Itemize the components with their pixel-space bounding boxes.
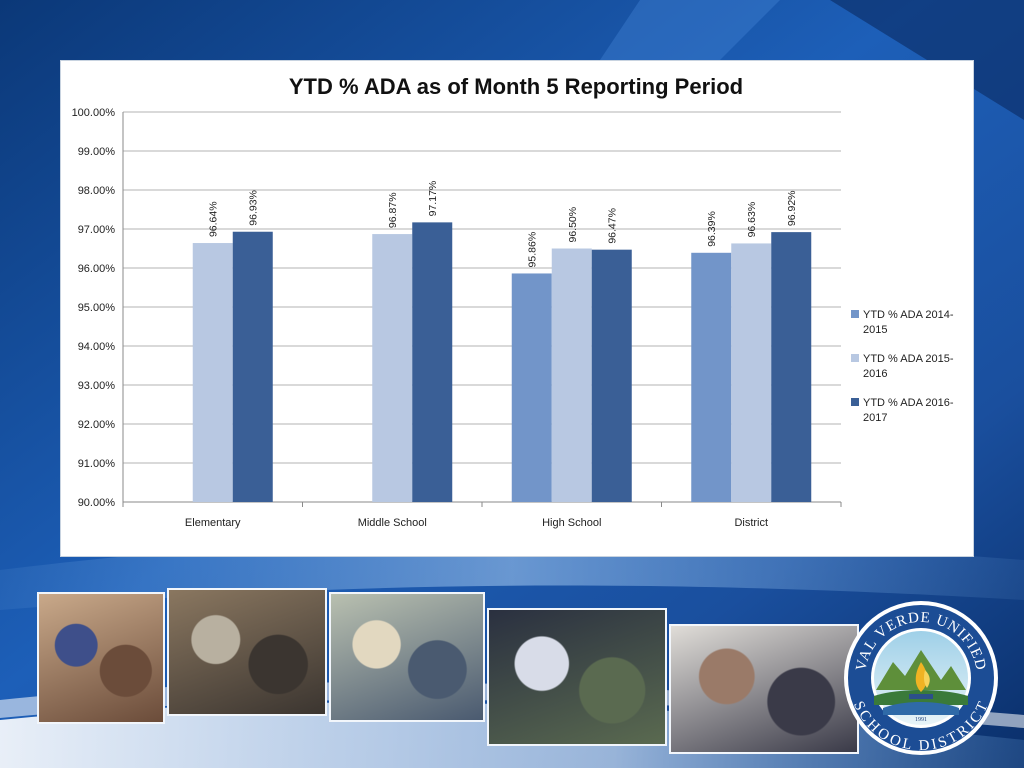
data-label: 96.87% [387,192,399,228]
y-tick-label: 90.00% [78,497,116,509]
data-label: 96.93% [248,190,260,226]
chart-bars [192,222,812,503]
y-tick-label: 100.00% [72,107,116,119]
district-seal-logo: 1991 VAL VERDE UNIFIED SCHOOL DISTRICT [844,601,998,755]
x-axis: Elementary Middle School High School Distri… [122,502,842,529]
legend-label: YTD % ADA 2014-2015 [863,309,954,336]
data-label: 96.50% [567,207,579,243]
y-tick-label: 96.00% [78,263,116,275]
y-tick-label: 91.00% [78,458,116,470]
x-category-label: Elementary [185,517,241,529]
y-tick-label: 97.00% [78,224,116,236]
bar [731,243,772,502]
legend-swatch [851,354,859,362]
photo-computer-lab [167,588,327,716]
y-tick-label: 93.00% [78,380,116,392]
data-label: 95.86% [527,232,539,268]
y-axis-tick-labels: 90.00% 91.00% 92.00% 93.00% 94.00% 95.00% 96.0… [72,107,116,509]
photo-science-class [329,592,485,722]
bar [412,222,453,502]
y-tick-label: 99.00% [78,146,116,158]
bar [192,243,233,503]
bar [591,249,632,502]
y-tick-label: 94.00% [78,341,116,353]
data-label: 96.63% [746,202,758,238]
bar [511,273,552,502]
legend-label: YTD % ADA 2015-2016 [863,353,954,380]
legend-swatch [851,310,859,318]
legend-swatch [851,398,859,406]
photo-strip [0,580,1024,768]
photo-teacher-student [669,624,859,754]
ada-bar-chart: 90.00% 91.00% 92.00% 93.00% 94.00% 95.00% 96.0… [72,74,954,529]
seal-year: 1991 [915,717,927,723]
photo-classroom-students [37,592,165,724]
x-category-label: Middle School [358,517,427,529]
flame-icon [915,662,928,692]
y-tick-label: 92.00% [78,419,116,431]
chart-data-labels: 96.64% 96.93% 96.87% 97.17% 95.86% 96.50% 96.4… [208,181,799,268]
x-category-label: District [734,517,768,529]
legend-label: YTD % ADA 2016-2017 [863,397,954,424]
bar [771,232,812,502]
bar [551,248,592,502]
y-tick-label: 95.00% [78,302,116,314]
bar [691,252,732,502]
bar [232,231,273,503]
x-category-label: High School [542,517,601,529]
chart-legend: YTD % ADA 2014-2015 YTD % ADA 2015-2016 YT… [851,309,954,424]
data-label: 96.39% [706,211,718,247]
chart-panel: 90.00% 91.00% 92.00% 93.00% 94.00% 95.00% 96.0… [60,60,974,557]
data-label: 97.17% [427,181,439,217]
data-label: 96.47% [607,208,619,244]
y-tick-label: 98.00% [78,185,116,197]
data-label: 96.92% [786,190,798,226]
photo-football-players [487,608,667,746]
data-label: 96.64% [208,201,220,237]
bar [372,234,413,502]
chart-title: YTD % ADA as of Month 5 Reporting Period [289,74,743,99]
